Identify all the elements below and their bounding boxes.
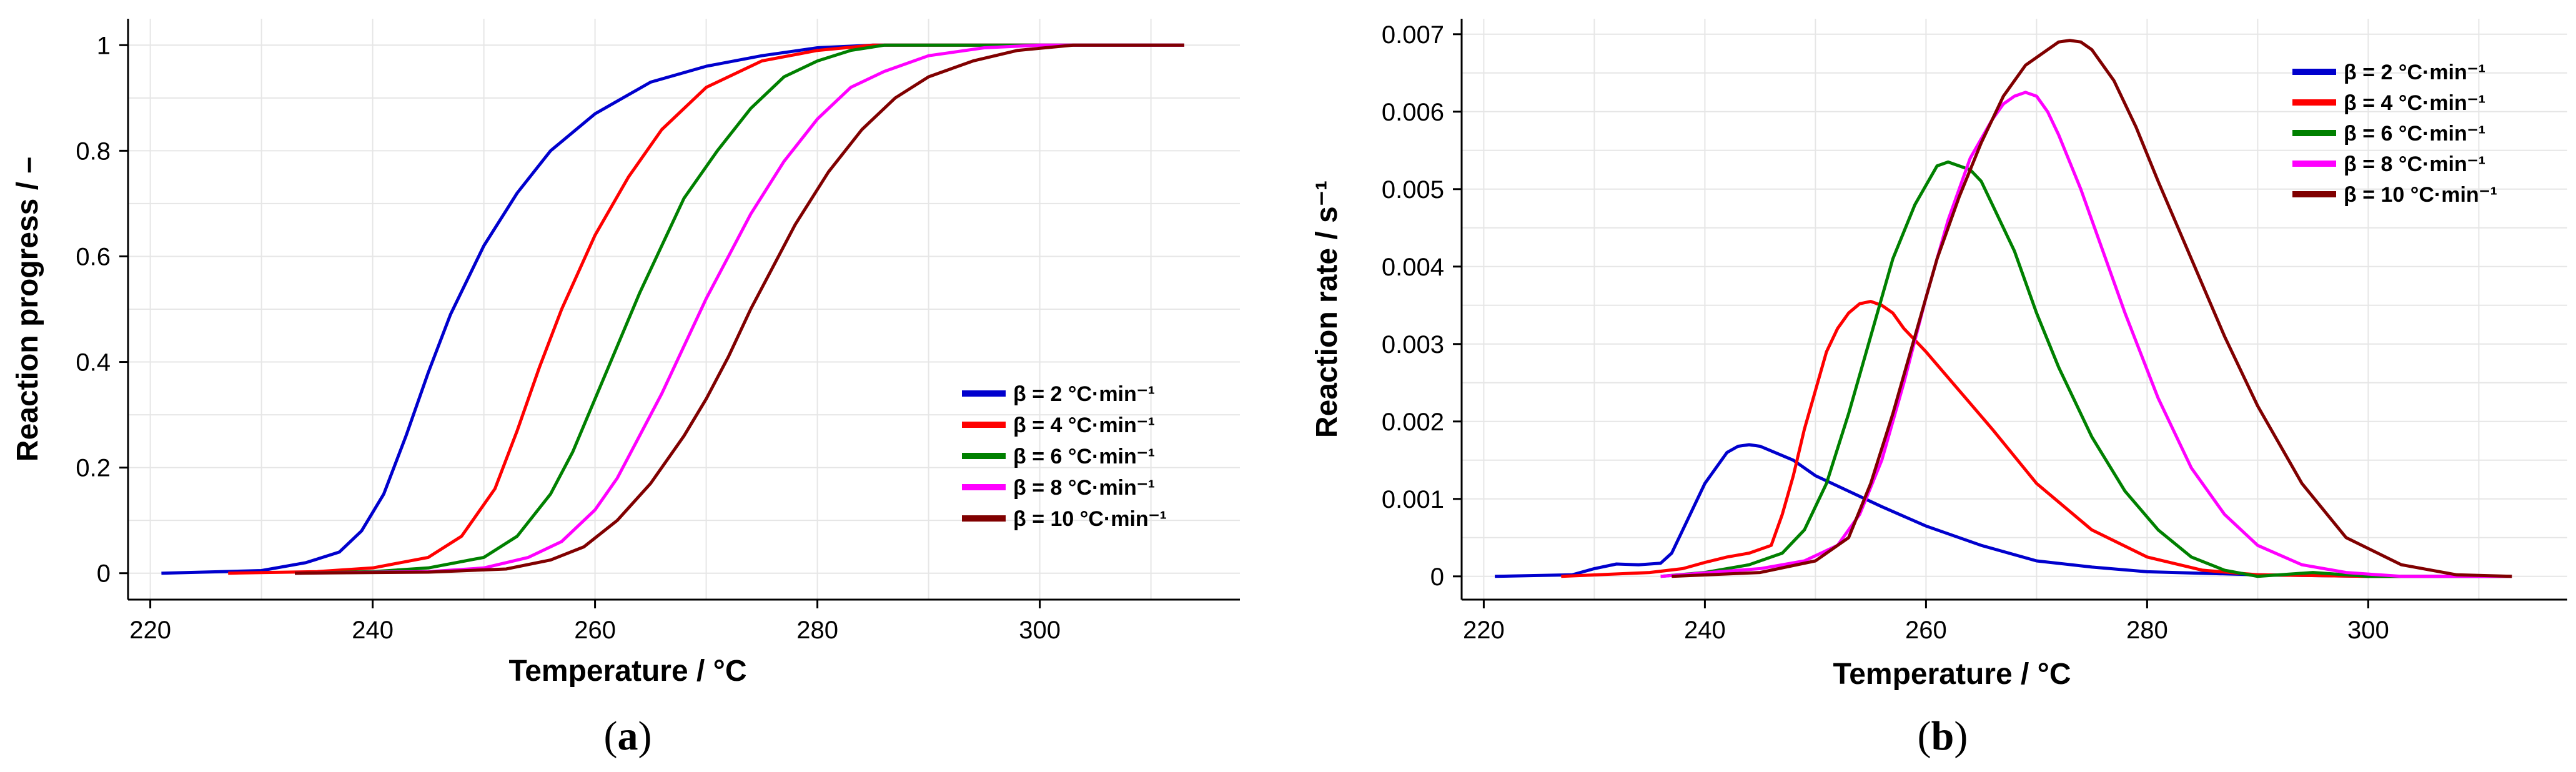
x-axis-label-a: Temperature / °C <box>508 655 746 688</box>
x-tick-label: 260 <box>574 616 616 644</box>
series-line-3 <box>294 43 1184 575</box>
x-tick-label: 220 <box>1463 616 1505 644</box>
legend-label-3: β = 6 °C·min⁻¹ <box>2344 122 2485 146</box>
legend-a: β = 2 °C·min⁻¹ β = 4 °C·min⁻¹ β = 6 °C·min… <box>962 382 1167 531</box>
legend-label-1: β = 2 °C·min⁻¹ <box>2344 61 2485 84</box>
x-axis-label-b: Temperature / °C <box>1833 658 2071 691</box>
legend-label-4: β = 8 °C·min⁻¹ <box>1013 476 1155 500</box>
y-tick-label: 0.4 <box>76 349 111 377</box>
grid-a <box>128 19 1240 600</box>
y-tick-label: 0 <box>97 560 111 588</box>
x-tick-label: 240 <box>352 616 394 644</box>
y-tick-label: 0.004 <box>1382 254 1444 281</box>
legend-label-2: β = 4 °C·min⁻¹ <box>2344 91 2485 115</box>
y-axis-label-b: Reaction rate / s⁻¹ <box>1310 181 1344 438</box>
series-line-5 <box>1672 39 2512 578</box>
y-ticks-a: 0 0.2 0.4 0.6 0.8 1 <box>76 32 128 588</box>
series-line-1 <box>1495 443 2501 578</box>
x-tick-label: 300 <box>2347 616 2389 644</box>
plot-area-b <box>1462 19 2567 600</box>
y-ticks-b: 0 0.001 0.002 0.003 0.004 0.005 0.006 0.007 <box>1382 21 1462 591</box>
y-tick-label: 0.003 <box>1382 331 1444 359</box>
x-tick-label: 260 <box>1905 616 1947 644</box>
legend-label-5: β = 10 °C·min⁻¹ <box>2344 183 2497 207</box>
y-tick-label: 0.6 <box>76 243 111 270</box>
series-line-2 <box>228 43 1184 575</box>
y-tick-label: 0.2 <box>76 455 111 482</box>
series-line-2 <box>1561 300 2512 578</box>
x-ticks-a: 220 240 260 280 300 <box>129 600 1061 644</box>
x-tick-label: 280 <box>2126 616 2168 644</box>
legend-label-5: β = 10 °C·min⁻¹ <box>1013 507 1167 531</box>
y-tick-label: 0.002 <box>1382 408 1444 436</box>
panel-label-b: (b) <box>1918 713 1968 759</box>
y-tick-label: 0.006 <box>1382 99 1444 126</box>
x-tick-label: 280 <box>796 616 838 644</box>
panel-letter-a: a <box>618 713 638 759</box>
y-axis-label-a: Reaction progress / – <box>11 157 44 462</box>
y-tick-label: 1 <box>97 32 111 59</box>
y-tick-label: 0.001 <box>1382 486 1444 513</box>
panel-letter-b: b <box>1931 713 1954 759</box>
y-tick-label: 0.005 <box>1382 176 1444 204</box>
y-tick-label: 0.007 <box>1382 21 1444 49</box>
x-ticks-b: 220 240 260 280 300 <box>1463 600 2389 644</box>
y-tick-label: 0.8 <box>76 137 111 165</box>
chart-panel-a: 220 240 260 280 300 0 0.2 0.4 0.6 0.8 1 Temperatu… <box>11 19 1240 759</box>
grid-b <box>1462 19 2567 600</box>
x-tick-label: 220 <box>129 616 171 644</box>
x-tick-label: 240 <box>1684 616 1726 644</box>
panel-label-a: (a) <box>604 713 652 759</box>
series-line-5 <box>294 43 1184 575</box>
legend-label-3: β = 6 °C·min⁻¹ <box>1013 445 1155 468</box>
legend-label-2: β = 4 °C·min⁻¹ <box>1013 413 1155 437</box>
legend-b: β = 2 °C·min⁻¹ β = 4 °C·min⁻¹ β = 6 °C·min… <box>2292 61 2497 207</box>
series-line-3 <box>1660 160 2512 578</box>
chart-panel-b: 220 240 260 280 300 0 0.001 0.002 0.003 0.004 0.0… <box>1310 19 2567 759</box>
y-tick-label: 0 <box>1430 563 1444 591</box>
x-tick-label: 300 <box>1019 616 1061 644</box>
series-group-b <box>1495 39 2512 578</box>
series-group-a <box>161 43 1184 575</box>
legend-label-4: β = 8 °C·min⁻¹ <box>2344 152 2485 176</box>
legend-label-1: β = 2 °C·min⁻¹ <box>1013 382 1155 406</box>
series-line-4 <box>294 43 1184 575</box>
